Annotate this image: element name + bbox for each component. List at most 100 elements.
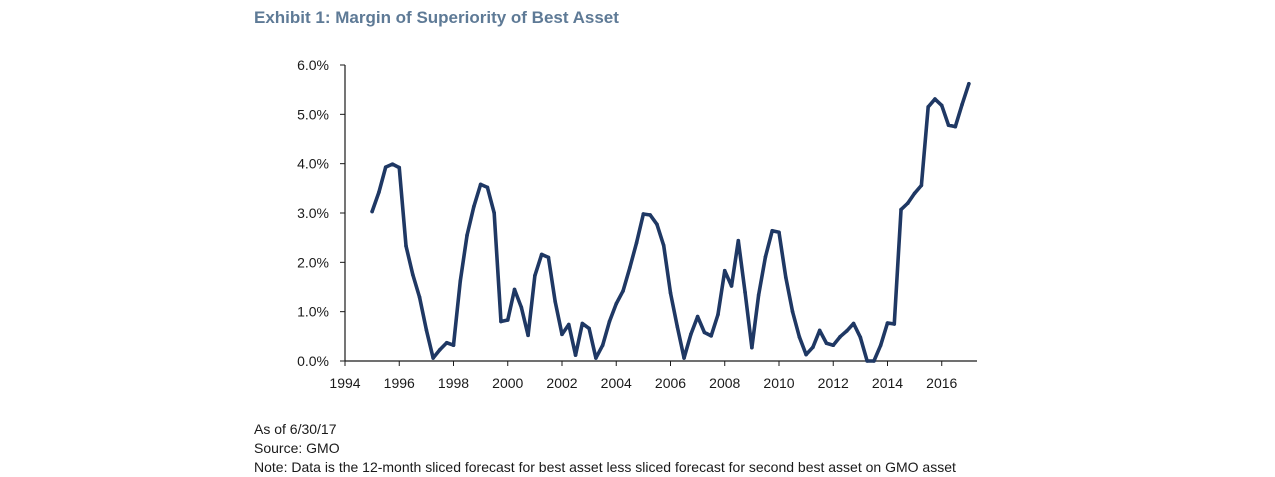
data-point <box>648 213 652 217</box>
x-tick-label: 1996 <box>384 375 415 391</box>
data-point <box>702 330 707 335</box>
data-point <box>383 165 388 169</box>
data-point <box>939 103 944 108</box>
data-point <box>933 97 937 101</box>
x-axis: 1994 1996 1998 2000 2002 2004 2006 2008 2010 2012… <box>329 360 977 391</box>
data-point <box>777 230 781 235</box>
data-point <box>553 300 558 304</box>
data-point <box>736 238 741 243</box>
data-point <box>872 359 876 363</box>
data-point <box>668 291 673 295</box>
as-of-note: As of 6/30/17 <box>254 421 337 437</box>
y-tick-label: 2.0% <box>297 254 329 270</box>
data-point <box>655 222 659 227</box>
y-tick-label: 3.0% <box>297 205 329 221</box>
data-point <box>729 284 734 288</box>
x-tick-label: 2008 <box>709 375 740 391</box>
data-point <box>906 201 910 205</box>
data-point <box>533 273 537 278</box>
data-point <box>783 275 788 279</box>
data-point <box>458 279 463 283</box>
source-note: Source: GMO <box>254 440 340 456</box>
data-point <box>709 334 713 338</box>
data-point <box>838 335 842 339</box>
data-point <box>519 305 524 310</box>
data-point <box>756 293 761 297</box>
data-point <box>587 326 591 331</box>
data-point <box>472 204 476 209</box>
data-point <box>505 318 510 322</box>
data-point <box>899 207 903 212</box>
x-tick-label: 2014 <box>872 375 903 391</box>
data-point <box>390 162 395 166</box>
data-point <box>573 353 578 357</box>
data-point <box>763 255 768 259</box>
data-point <box>946 123 951 127</box>
data-point <box>512 287 517 292</box>
x-tick-label: 2012 <box>818 375 849 391</box>
data-point <box>953 124 958 129</box>
x-tick-label: 2002 <box>546 375 577 391</box>
data-point <box>485 185 490 190</box>
data-point <box>695 314 700 319</box>
y-tick-label: 4.0% <box>297 156 329 172</box>
data-point <box>689 332 693 337</box>
data-point <box>960 102 964 107</box>
data-point <box>424 328 429 332</box>
data-point <box>817 328 822 333</box>
data-point <box>607 319 612 324</box>
x-tick-label: 1998 <box>438 375 469 391</box>
data-point <box>478 182 483 187</box>
data-point <box>824 341 829 346</box>
data-point <box>377 190 381 195</box>
data-point <box>878 343 883 348</box>
data-point <box>614 301 619 306</box>
data-point <box>546 255 551 260</box>
x-tick-label: 1994 <box>329 375 360 391</box>
data-point <box>628 265 632 270</box>
y-tick-label: 5.0% <box>297 106 329 122</box>
data-point <box>750 345 754 350</box>
data-point <box>885 321 890 325</box>
data-point <box>634 240 639 245</box>
data-point <box>370 209 374 214</box>
data-point <box>539 252 544 257</box>
x-tick-label: 2004 <box>601 375 632 391</box>
data-point <box>790 309 795 314</box>
data-point <box>675 324 680 329</box>
data-point <box>797 335 802 339</box>
data-point <box>499 319 503 324</box>
data-point <box>526 333 530 338</box>
y-tick-label: 6.0% <box>297 57 329 73</box>
data-point <box>661 243 666 248</box>
data-point <box>492 211 496 215</box>
data-point <box>967 81 971 86</box>
x-tick-label: 2000 <box>492 375 523 391</box>
data-point <box>404 244 408 248</box>
data-point <box>926 105 930 109</box>
data-point <box>431 356 435 360</box>
data-point <box>865 359 869 363</box>
data-point <box>912 191 917 196</box>
x-tick-label: 2006 <box>655 375 686 391</box>
data-point <box>851 321 856 326</box>
x-tick-label: 2016 <box>926 375 957 391</box>
data-point <box>716 312 720 317</box>
data-point <box>811 345 815 349</box>
data-point <box>411 272 415 277</box>
y-tick-label: 0.0% <box>297 353 329 369</box>
data-point <box>444 340 449 345</box>
data-point <box>722 268 727 273</box>
data-point <box>858 335 863 340</box>
y-axis: 0.0% 1.0% 2.0% 3.0% 4.0% 5.0% 6.0% <box>297 57 346 369</box>
data-point <box>641 212 646 216</box>
data-point <box>465 233 469 237</box>
data-point <box>451 343 456 348</box>
data-note: Note: Data is the 12-month sliced foreca… <box>254 459 956 475</box>
data-point <box>621 289 625 293</box>
data-point <box>770 228 775 233</box>
data-point <box>417 295 422 300</box>
data-point <box>919 183 924 188</box>
data-point <box>804 352 808 357</box>
data-point <box>566 322 571 327</box>
